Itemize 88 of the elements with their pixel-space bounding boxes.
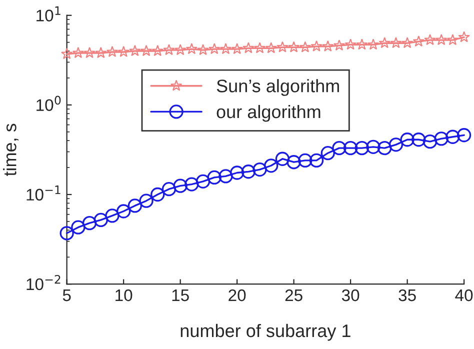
point xyxy=(422,134,438,149)
point xyxy=(309,153,324,168)
point xyxy=(173,178,188,193)
point xyxy=(446,130,460,144)
point xyxy=(378,36,390,48)
point xyxy=(401,36,414,48)
point xyxy=(276,41,288,52)
point xyxy=(230,166,244,180)
point xyxy=(322,40,334,52)
point xyxy=(150,187,165,202)
point xyxy=(184,177,199,192)
legend-label: Sun’s algorithm xyxy=(216,79,339,96)
legend-label: our algorithm xyxy=(216,104,320,122)
point xyxy=(424,34,436,46)
x-tick-label: 25 xyxy=(285,289,302,302)
x-tick-label: 15 xyxy=(172,290,189,302)
point xyxy=(72,46,84,58)
y-tick-label: 10$^{−1}$ xyxy=(26,186,60,201)
point xyxy=(241,164,256,179)
point xyxy=(218,169,233,184)
point xyxy=(118,46,130,58)
point xyxy=(388,138,404,152)
point xyxy=(129,44,141,56)
x-tick-label: 10 xyxy=(116,289,132,302)
point xyxy=(106,46,118,58)
point xyxy=(434,132,448,146)
point xyxy=(412,132,426,147)
point xyxy=(310,40,322,52)
point xyxy=(163,44,175,56)
point xyxy=(139,194,154,208)
x-tick-label: 35 xyxy=(398,289,416,302)
point xyxy=(60,48,73,60)
point xyxy=(367,38,380,50)
point xyxy=(82,216,97,230)
point xyxy=(436,34,448,46)
y-tick-label: 10$^{0}$ xyxy=(36,96,61,112)
point xyxy=(254,42,266,54)
point xyxy=(186,42,198,54)
point xyxy=(252,162,267,177)
point xyxy=(152,44,164,56)
point xyxy=(275,152,290,166)
point xyxy=(456,128,472,142)
point xyxy=(265,42,277,54)
point xyxy=(207,170,222,185)
point xyxy=(231,42,243,54)
point xyxy=(286,155,301,170)
point xyxy=(299,41,311,52)
point xyxy=(458,31,470,42)
point xyxy=(220,42,232,54)
point xyxy=(288,41,300,52)
x-tick-label: 5 xyxy=(62,290,71,302)
point xyxy=(94,212,108,228)
point xyxy=(400,132,414,147)
point xyxy=(140,44,152,56)
point xyxy=(242,42,254,54)
y-tick-label: 10$^{−2}$ xyxy=(26,274,60,290)
point xyxy=(333,39,346,51)
point xyxy=(162,182,176,196)
point xyxy=(197,44,209,56)
x-tick-label: 30 xyxy=(342,289,360,302)
point xyxy=(412,35,424,47)
y-tick-label: 10$^{1}$ xyxy=(36,6,60,22)
point xyxy=(208,42,220,54)
point xyxy=(128,198,142,213)
point xyxy=(264,158,278,173)
point xyxy=(356,38,368,50)
point xyxy=(298,153,312,168)
point xyxy=(354,140,369,156)
point xyxy=(116,204,131,218)
point xyxy=(343,140,358,156)
x-tick-label: 20 xyxy=(228,289,246,302)
point xyxy=(196,174,210,189)
point xyxy=(95,46,107,58)
point xyxy=(105,208,120,223)
x-tick-label: 40 xyxy=(455,289,473,302)
point xyxy=(84,46,96,58)
y-axis-title: time, s xyxy=(3,124,18,176)
point xyxy=(71,220,86,234)
point xyxy=(174,44,186,56)
x-axis-title: number of subarray 1 xyxy=(180,324,350,341)
point xyxy=(390,36,402,48)
point xyxy=(60,226,74,240)
point xyxy=(332,140,346,156)
point xyxy=(446,34,459,46)
point xyxy=(366,140,380,154)
point xyxy=(344,38,356,50)
point xyxy=(378,140,392,156)
point xyxy=(320,146,335,160)
